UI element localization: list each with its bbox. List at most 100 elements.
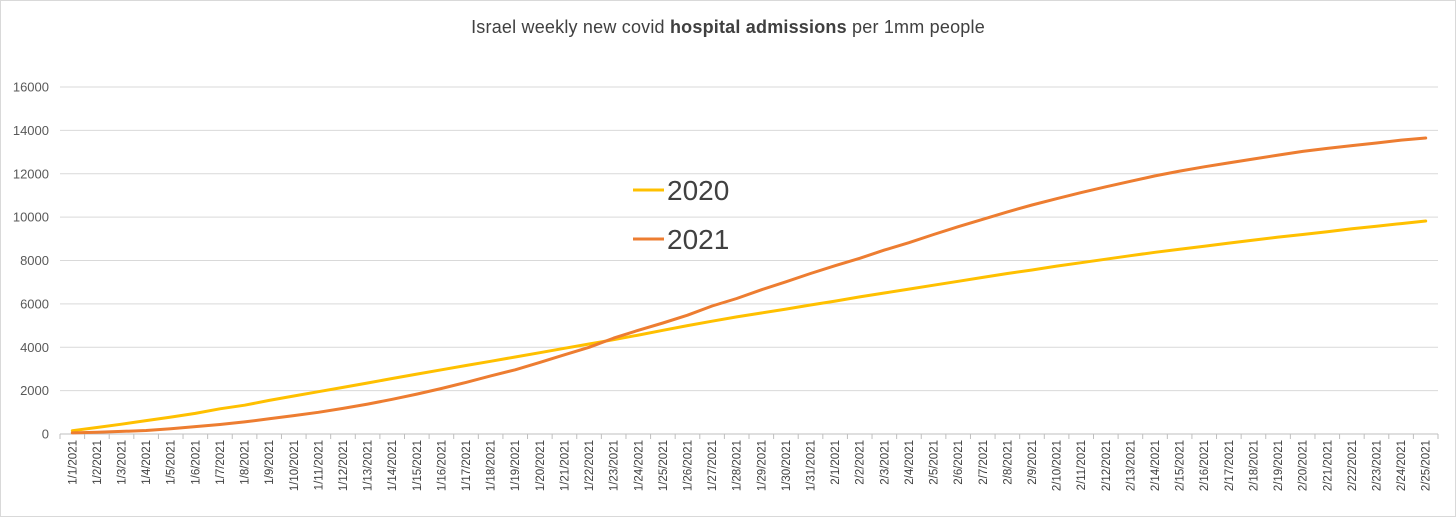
data-point-2021	[1031, 204, 1033, 206]
x-tick-label: 1/10/2021	[289, 440, 301, 491]
data-point-2020	[933, 284, 935, 286]
data-point-2021	[1400, 139, 1402, 141]
x-tick-label: 1/26/2021	[682, 440, 694, 491]
legend: 2020 2021	[633, 175, 729, 255]
x-tick-label: 2/24/2021	[1396, 440, 1408, 491]
x-tick-label: 1/25/2021	[658, 440, 670, 491]
x-tick-label: 1/11/2021	[313, 440, 325, 490]
x-tick-label: 1/15/2021	[412, 440, 424, 491]
data-point-2021	[514, 369, 516, 371]
data-point-2020	[465, 364, 467, 367]
x-tick-label: 1/30/2021	[781, 440, 793, 491]
x-tick-label: 1/4/2021	[141, 440, 153, 485]
data-point-2021	[957, 226, 959, 228]
x-tick-label: 2/1/2021	[830, 440, 842, 485]
data-point-2021	[170, 428, 172, 430]
y-tick-label: 0	[42, 427, 49, 442]
data-point-2020	[736, 316, 738, 318]
data-point-2020	[1228, 242, 1230, 244]
data-point-2020	[71, 430, 73, 432]
data-point-2021	[563, 354, 566, 356]
data-point-2021	[982, 218, 984, 220]
data-point-2020	[785, 308, 787, 310]
data-point-2021	[1351, 145, 1353, 147]
data-point-2020	[1006, 272, 1009, 275]
data-point-2021	[859, 257, 861, 259]
data-point-2021	[686, 314, 689, 316]
data-point-2020	[760, 312, 762, 314]
chart-title-bold: hospital admissions	[669, 17, 847, 37]
x-tick-label: 1/28/2021	[732, 440, 744, 491]
chart-title-prefix: Israel weekly new covid	[471, 17, 670, 37]
x-tick-label: 2/8/2021	[1002, 440, 1014, 485]
data-point-2020	[367, 382, 369, 384]
x-tick-label: 1/5/2021	[166, 440, 178, 485]
data-point-2020	[416, 373, 418, 375]
x-tick-label: 1/9/2021	[264, 440, 276, 485]
x-tick-label: 1/8/2021	[240, 440, 252, 485]
data-point-2021	[440, 387, 442, 390]
data-point-2020	[244, 404, 246, 406]
y-tick-label: 10000	[13, 210, 49, 225]
data-point-2020	[711, 320, 713, 322]
x-tick-label: 2/3/2021	[879, 440, 891, 485]
data-point-2021	[1080, 192, 1082, 194]
x-tick-label: 2/25/2021	[1421, 440, 1433, 491]
x-tick-label: 1/18/2021	[486, 440, 498, 491]
data-point-2020	[194, 412, 196, 414]
y-tick-label: 6000	[20, 296, 49, 311]
data-point-2020	[1375, 225, 1378, 227]
data-point-2020	[120, 423, 123, 425]
data-point-2020	[440, 369, 442, 371]
legend-label-2020: 2020	[667, 175, 729, 206]
x-tick-label: 1/12/2021	[338, 440, 350, 491]
x-tick-label: 2/13/2021	[1125, 440, 1137, 491]
data-point-2020	[982, 276, 984, 278]
x-tick-label: 2/16/2021	[1199, 440, 1211, 491]
data-point-2020	[145, 420, 147, 422]
x-tick-label: 1/14/2021	[387, 440, 399, 491]
data-point-2021	[1425, 137, 1427, 139]
y-tick-label: 12000	[13, 166, 49, 181]
x-tick-label: 1/2/2021	[92, 440, 104, 485]
data-point-2021	[908, 242, 910, 244]
data-point-2020	[1154, 251, 1156, 253]
data-point-2020	[637, 334, 639, 336]
x-tick-label: 1/6/2021	[190, 440, 202, 485]
data-point-2021	[1056, 198, 1058, 200]
x-tick-label: 1/23/2021	[609, 440, 621, 491]
data-point-2021	[145, 429, 147, 432]
data-point-2021	[711, 305, 713, 307]
data-point-2021	[465, 381, 467, 383]
data-point-2021	[588, 346, 590, 348]
data-point-2020	[490, 360, 492, 362]
x-tick-label: 1/21/2021	[559, 440, 571, 491]
data-point-2020	[317, 391, 319, 393]
data-point-2020	[514, 356, 516, 358]
data-point-2020	[957, 280, 959, 282]
x-tick-label: 1/13/2021	[363, 440, 375, 491]
x-tick-label: 2/23/2021	[1371, 440, 1383, 491]
data-point-2021	[539, 361, 541, 363]
data-point-2020	[834, 300, 836, 302]
x-tick-label: 2/2/2021	[855, 440, 867, 485]
chart-title: Israel weekly new covid hospital admissi…	[0, 17, 1456, 38]
chart-title-suffix: per 1mm people	[846, 17, 985, 37]
data-point-2020	[883, 292, 885, 294]
data-point-2021	[342, 407, 344, 409]
x-tick-label: 2/20/2021	[1298, 440, 1310, 491]
x-tick-label: 1/3/2021	[117, 440, 129, 485]
data-point-2020	[1302, 233, 1304, 236]
x-tick-label: 2/11/2021	[1076, 440, 1088, 490]
data-point-2021	[1203, 166, 1205, 168]
x-tick-label: 2/6/2021	[953, 440, 965, 485]
data-point-2020	[908, 288, 910, 290]
data-point-2020	[1080, 262, 1082, 264]
x-tick-label: 2/10/2021	[1052, 440, 1064, 491]
data-point-2021	[637, 329, 639, 331]
x-tick-label: 1/24/2021	[633, 440, 645, 491]
data-point-2020	[1203, 245, 1205, 247]
data-point-2021	[1277, 154, 1279, 156]
data-point-2020	[1031, 269, 1033, 271]
